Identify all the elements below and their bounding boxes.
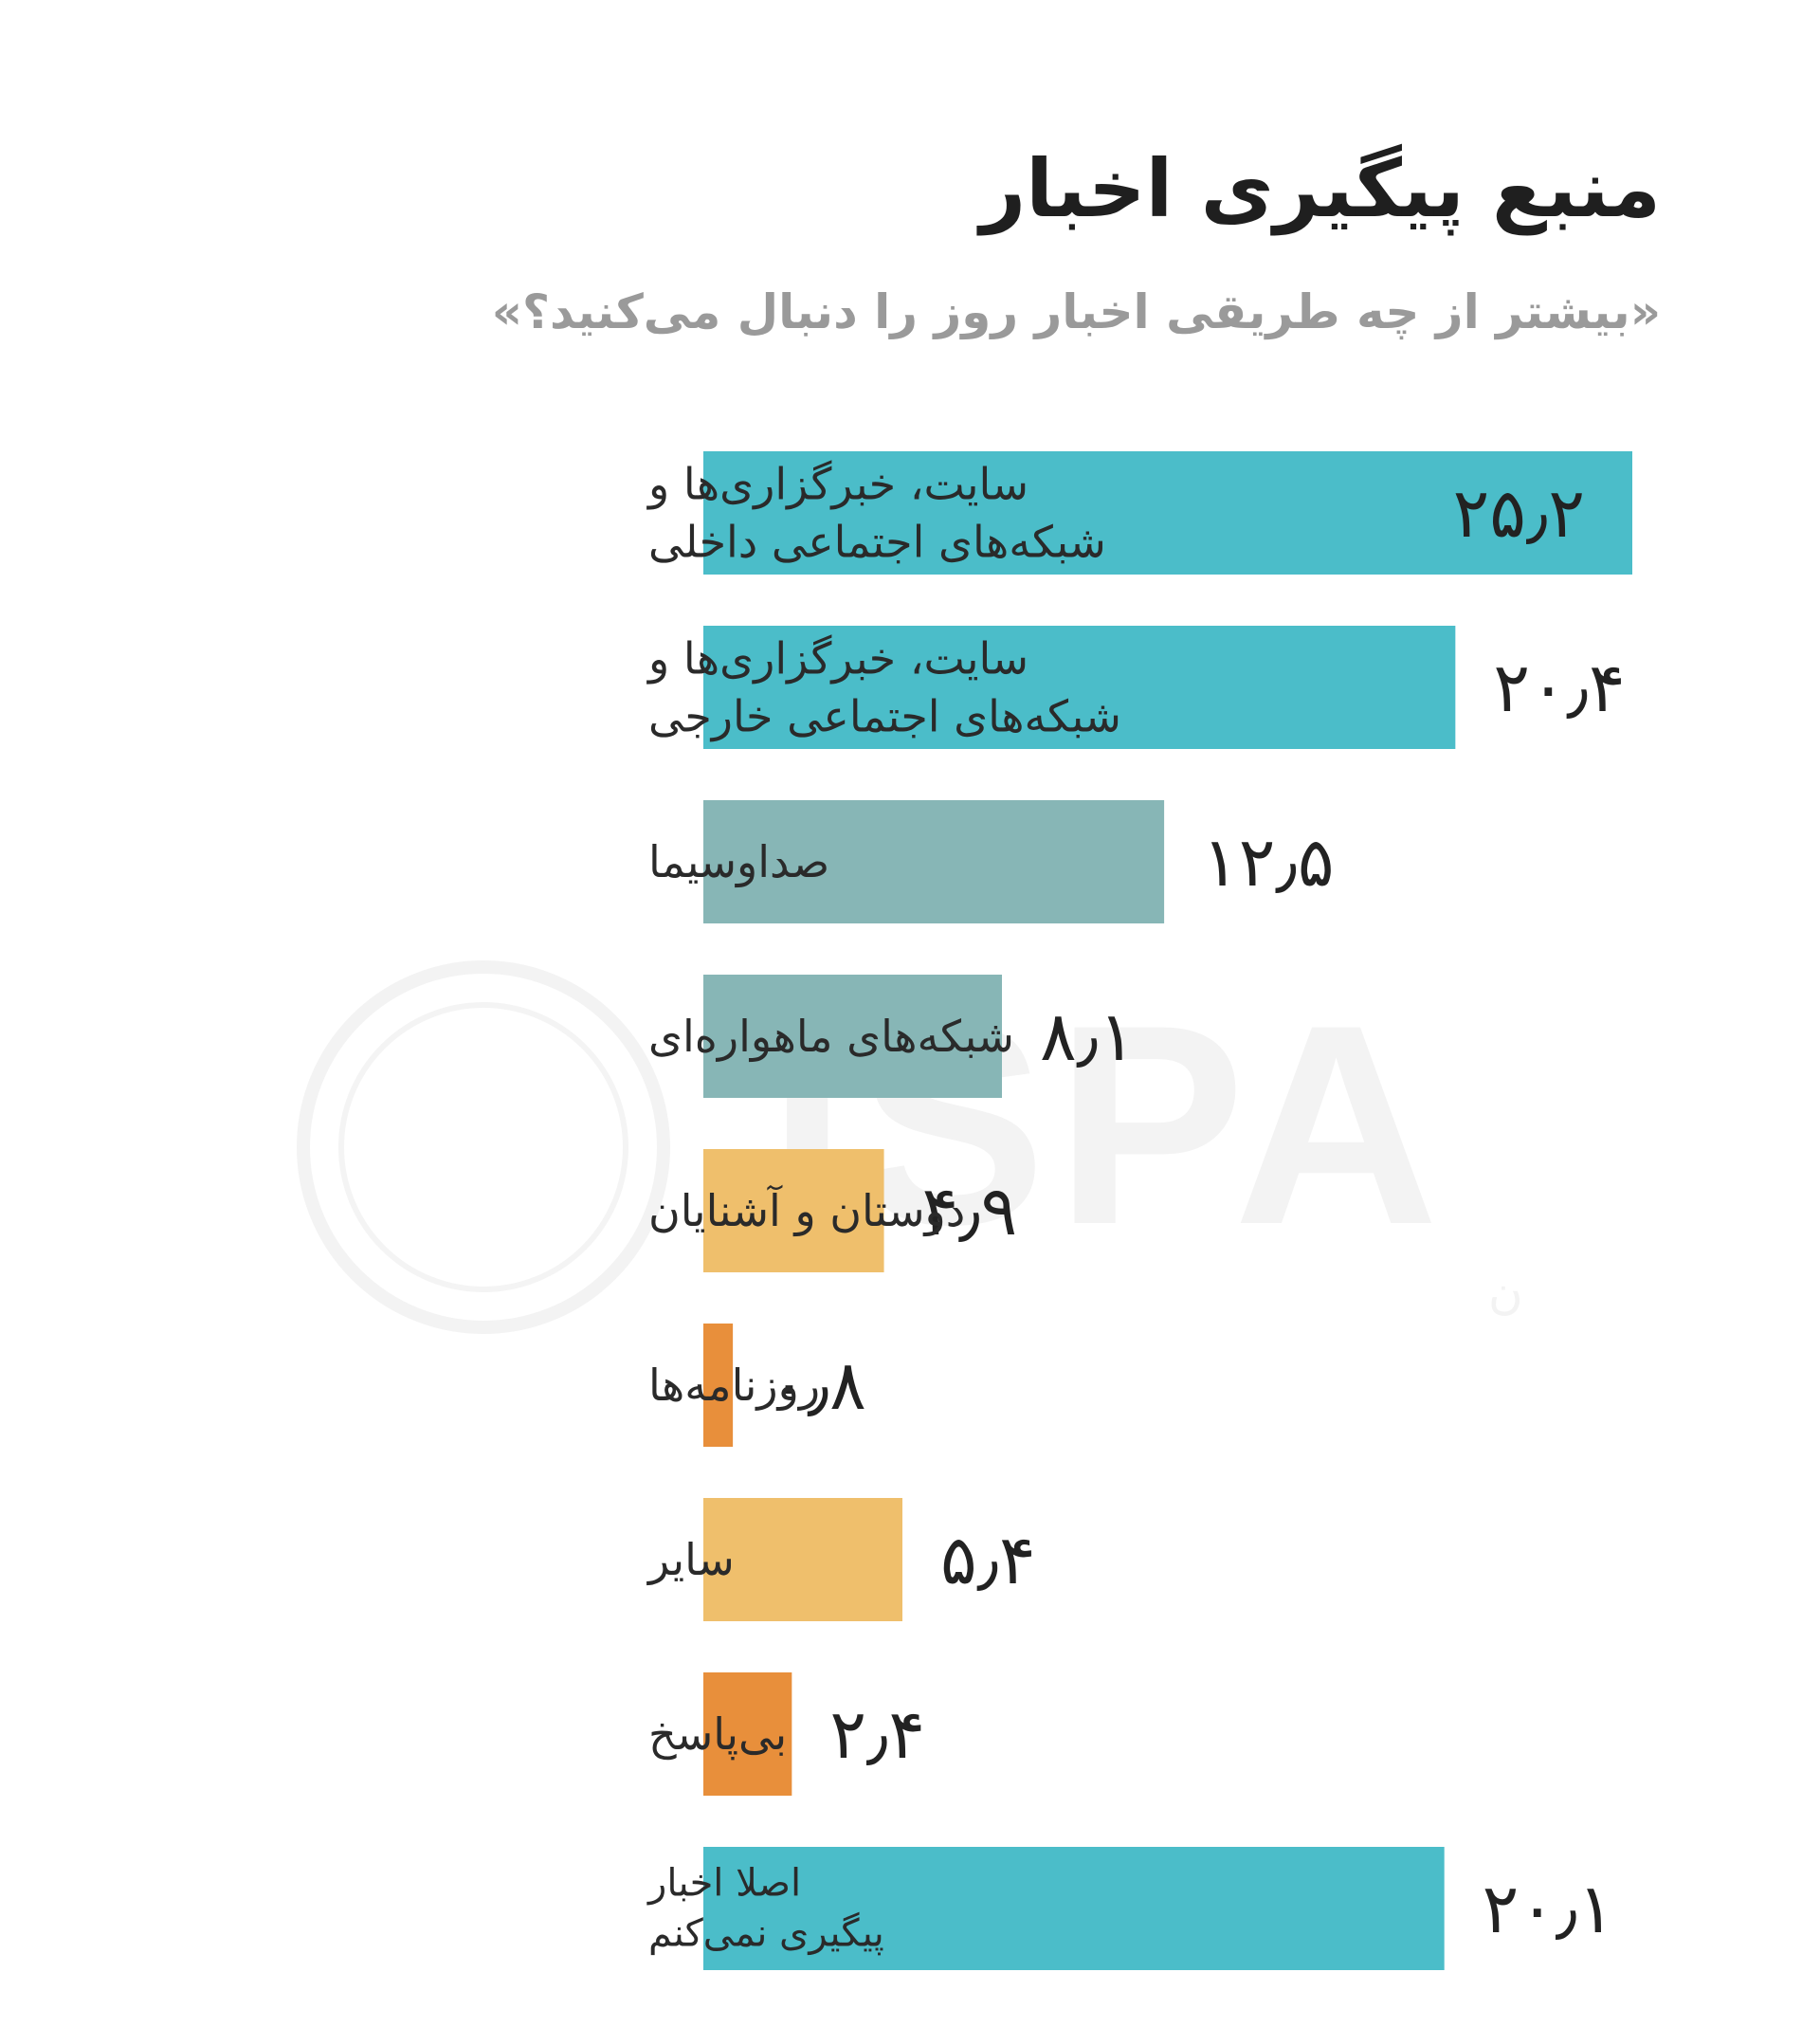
- category-label-7: سایر: [646, 1534, 735, 1586]
- category-label-6: روزنامه‌ها: [648, 1360, 820, 1412]
- category-label-line: بی‌پاسخ: [648, 1708, 787, 1761]
- category-label-line: دوستان و آشنایان: [648, 1185, 965, 1237]
- value-label-3: ۱۲٫۵: [1202, 822, 1334, 902]
- bar-7: [703, 1498, 902, 1621]
- bar-3: [703, 800, 1165, 923]
- chart-subtitle: «بیشتر از چه طریقی اخبار روز را دنبال می…: [491, 284, 1661, 339]
- bar-9: [703, 1847, 1445, 1970]
- category-label-line: سایت، خبرگزاری‌ها و: [646, 633, 1028, 685]
- category-label-line: شبکه‌های اجتماعی داخلی: [648, 516, 1106, 567]
- bar-2: [703, 626, 1456, 749]
- value-label-1: ۲۵٫۲: [1453, 473, 1585, 553]
- category-label-line: پیگیری نمی‌کنم: [648, 1911, 884, 1955]
- bar-1: [703, 451, 1632, 575]
- value-label-7: ۵٫۴: [940, 1520, 1036, 1599]
- category-label-line: صداوسیما: [648, 836, 829, 888]
- category-label-line: اصلا اخبار: [646, 1862, 801, 1906]
- category-label-2: سایت، خبرگزاری‌ها و شبکه‌های اجتماعی خارج…: [646, 633, 1121, 742]
- value-label-2: ۲۰٫۴: [1493, 648, 1625, 727]
- category-label-line: سایت، خبرگزاری‌ها و: [646, 459, 1028, 511]
- bar-4: [703, 975, 1002, 1098]
- category-label-5: دوستان و آشنایان: [648, 1185, 965, 1237]
- category-label-line: شبکه‌های اجتماعی خارجی: [648, 690, 1121, 741]
- bar-6: [703, 1324, 734, 1447]
- category-label-8: بی‌پاسخ: [648, 1708, 787, 1761]
- value-label-4: ۸٫۱: [1040, 996, 1136, 1076]
- value-label-9: ۲۰٫۱: [1483, 1869, 1614, 1948]
- value-label-8: ۲٫۴: [829, 1694, 925, 1774]
- bar-5: [703, 1149, 884, 1272]
- chart-title: منبع پیگیری اخبار: [979, 142, 1661, 235]
- category-label-9: اصلا اخبار پیگیری نمی‌کنم: [646, 1862, 884, 1956]
- category-label-line: روزنامه‌ها: [648, 1360, 820, 1412]
- category-label-line: شبکه‌های ماهواره‌ای: [648, 1011, 1014, 1063]
- value-label-6: ۰٫۸: [771, 1345, 866, 1425]
- category-label-line: سایر: [646, 1534, 735, 1586]
- category-label-1: سایت، خبرگزاری‌ها و شبکه‌های اجتماعی داخل…: [646, 459, 1106, 568]
- value-label-5: ۴٫۹: [922, 1171, 1018, 1251]
- bar-8: [703, 1672, 792, 1796]
- category-label-4: شبکه‌های ماهواره‌ای: [648, 1011, 1014, 1063]
- category-label-3: صداوسیما: [648, 836, 829, 888]
